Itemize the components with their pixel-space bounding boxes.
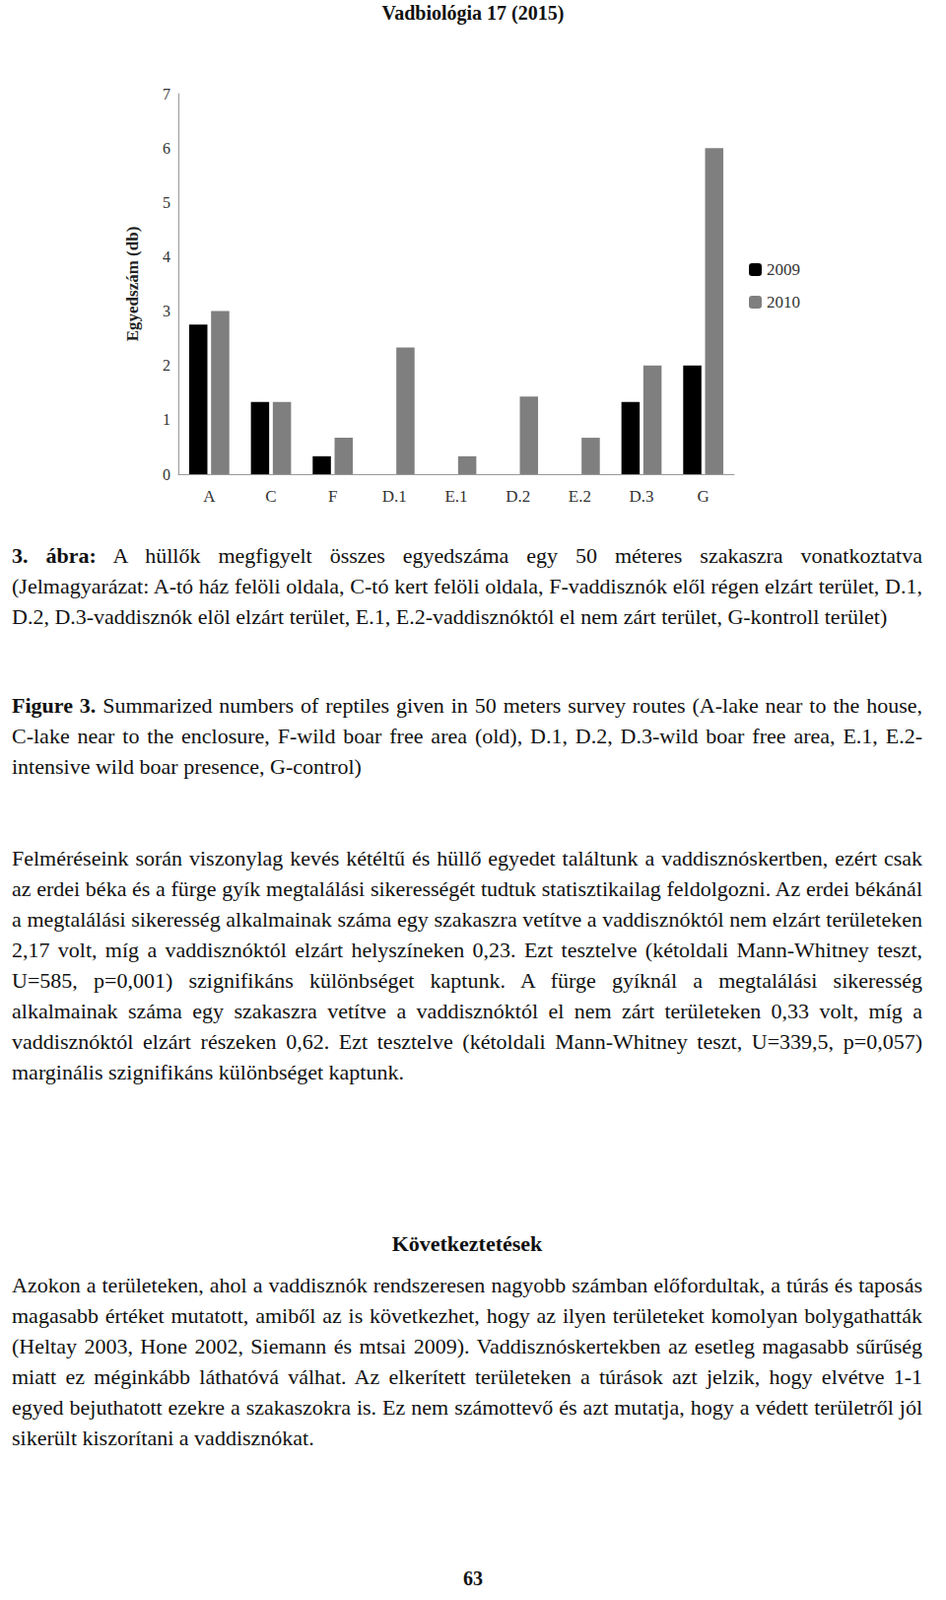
- svg-text:D.1: D.1: [382, 486, 407, 506]
- svg-text:1: 1: [162, 410, 171, 428]
- svg-text:D.3: D.3: [628, 486, 654, 506]
- svg-text:E.1: E.1: [444, 486, 468, 506]
- svg-text:2009: 2009: [766, 260, 801, 279]
- svg-text:F: F: [328, 486, 338, 506]
- svg-text:C: C: [265, 486, 276, 506]
- svg-text:3: 3: [162, 302, 171, 320]
- svg-text:5: 5: [162, 194, 171, 211]
- svg-text:2010: 2010: [766, 292, 801, 312]
- svg-text:D.2: D.2: [505, 486, 531, 506]
- svg-text:E.2: E.2: [568, 486, 592, 506]
- svg-text:2: 2: [162, 356, 171, 374]
- html-text:Vadbiológia 17 (2015): Vadbiológia 17 (2015): [381, 1, 565, 24]
- html-text:Következtetések: Következtetések: [391, 1230, 543, 1256]
- svg-text:A: A: [202, 486, 216, 506]
- html-text:Felméréseink során viszonylag: Felméréseink során viszonylag kevés kété…: [11, 845, 923, 1084]
- html-text:Figure 3. Summarized numbers o: Figure 3. Summarized numbers of reptiles…: [11, 692, 923, 779]
- svg-text:G: G: [697, 486, 710, 506]
- html-text:63: 63: [463, 1566, 483, 1589]
- html-text:Azokon a területeken, ahol a v: Azokon a területeken, ahol a vaddisznók …: [11, 1272, 923, 1450]
- html-text:3. ábra: A hüllők megfigyelt ö: 3. ábra: A hüllők megfigyelt összes egye…: [11, 542, 923, 629]
- svg-text:7: 7: [162, 85, 171, 103]
- svg-text:Egyedszám (db): Egyedszám (db): [123, 226, 142, 342]
- svg-text:0: 0: [162, 466, 171, 483]
- svg-text:4: 4: [162, 248, 171, 266]
- svg-text:6: 6: [162, 139, 171, 157]
